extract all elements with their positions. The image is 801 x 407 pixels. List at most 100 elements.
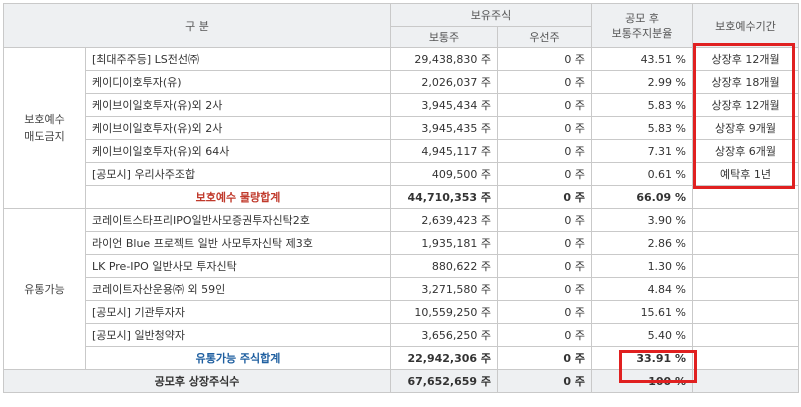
group-label-tradable: 유통가능 bbox=[3, 208, 86, 370]
row-name: 케이브이일호투자(유)외 2사 bbox=[85, 116, 391, 140]
table-row: 보호예수 매도금지 [최대주주등] LS전선㈜ 29,438,830 주 0 주 … bbox=[3, 47, 800, 209]
row-lockup-empty bbox=[692, 231, 800, 255]
row-ratio: 2.86 % bbox=[591, 231, 694, 255]
row-name: [공모시] 일반청약자 bbox=[85, 323, 391, 347]
subtotal-ratio: 66.09 % bbox=[591, 185, 694, 209]
row-name: 케이브이일호투자(유)외 2사 bbox=[85, 93, 391, 117]
table-row: 케이브이일호투자(유)외 64사 4,945,117 주 0 주 7.31 % … bbox=[4, 139, 800, 163]
row-ratio: 15.61 % bbox=[591, 300, 694, 324]
table-row: 코레이트자산운용㈜ 외 59인 3,271,580 주 0 주 4.84 % bbox=[4, 277, 800, 301]
row-lockup-empty bbox=[692, 277, 800, 301]
table-row: LK Pre-IPO 일반사모 투자신탁 880,622 주 0 주 1.30 … bbox=[4, 254, 800, 278]
subtotal-row-protected: 보호예수 물량합계 44,710,353 주 0 주 66.09 % bbox=[4, 185, 800, 209]
row-lockup: 예탁후 1년 bbox=[692, 162, 800, 186]
row-common: 3,656,250 주 bbox=[390, 323, 498, 347]
row-common: 10,559,250 주 bbox=[390, 300, 498, 324]
row-preferred: 0 주 bbox=[496, 208, 593, 232]
subtotal-preferred: 0 주 bbox=[496, 346, 593, 370]
row-ratio: 3.90 % bbox=[591, 208, 694, 232]
row-ratio: 0.61 % bbox=[591, 162, 694, 186]
row-name: 코레이트자산운용㈜ 외 59인 bbox=[85, 277, 391, 301]
subtotal-ratio: 33.91 % bbox=[591, 346, 694, 370]
row-common: 3,945,435 주 bbox=[390, 116, 498, 140]
row-ratio: 4.84 % bbox=[591, 277, 694, 301]
row-ratio: 7.31 % bbox=[591, 139, 694, 163]
row-ratio: 2.99 % bbox=[591, 70, 694, 94]
row-ratio: 5.83 % bbox=[591, 116, 694, 140]
group-label-protected: 보호예수 매도금지 bbox=[3, 47, 86, 209]
row-preferred: 0 주 bbox=[496, 300, 593, 324]
row-ratio: 5.40 % bbox=[591, 323, 694, 347]
total-lockup-empty bbox=[692, 369, 800, 393]
table-row: [공모시] 일반청약자 3,656,250 주 0 주 5.40 % bbox=[4, 323, 800, 347]
header-common: 보통주 bbox=[390, 26, 498, 48]
row-lockup-empty bbox=[692, 300, 800, 324]
subtotal-label: 보호예수 물량합계 bbox=[85, 185, 391, 209]
subtotal-row-tradable: 유통가능 주식합계 22,942,306 주 0 주 33.91 % bbox=[4, 346, 800, 370]
table-row: 케이브이일호투자(유)외 2사 3,945,434 주 0 주 5.83 % 상… bbox=[4, 93, 800, 117]
row-name: [공모시] 우리사주조합 bbox=[85, 162, 391, 186]
row-preferred: 0 주 bbox=[496, 323, 593, 347]
table-row: 케이디이호투자(유) 2,026,037 주 0 주 2.99 % 상장후 18… bbox=[4, 70, 800, 94]
row-lockup: 상장후 6개월 bbox=[692, 139, 800, 163]
row-ratio: 5.83 % bbox=[591, 93, 694, 117]
header-ratio-line1: 공모 후 bbox=[625, 11, 659, 25]
row-lockup-empty bbox=[692, 323, 800, 347]
row-common: 409,500 주 bbox=[390, 162, 498, 186]
row-lockup-empty bbox=[692, 254, 800, 278]
row-common: 2,026,037 주 bbox=[390, 70, 498, 94]
row-common: 4,945,117 주 bbox=[390, 139, 498, 163]
total-common: 67,652,659 주 bbox=[390, 369, 498, 393]
row-preferred: 0 주 bbox=[496, 47, 593, 71]
row-preferred: 0 주 bbox=[496, 93, 593, 117]
total-preferred: 0 주 bbox=[496, 369, 593, 393]
row-lockup: 상장후 12개월 bbox=[692, 47, 800, 71]
row-lockup-empty bbox=[692, 208, 800, 232]
header-ratio-line2: 보통주지분율 bbox=[611, 26, 673, 40]
subtotal-common: 44,710,353 주 bbox=[390, 185, 498, 209]
shareholding-lockup-table: 구 분 보유주식 공모 후 보통주지분율 보호예수기간 보통주 우선주 보호예수… bbox=[3, 3, 800, 393]
header-preferred: 우선주 bbox=[496, 26, 593, 48]
row-common: 1,935,181 주 bbox=[390, 231, 498, 255]
subtotal-label: 유통가능 주식합계 bbox=[85, 346, 391, 370]
total-ratio: 100 % bbox=[591, 369, 694, 393]
table-row: [공모시] 기관투자자 10,559,250 주 0 주 15.61 % bbox=[4, 300, 800, 324]
subtotal-lockup-empty bbox=[692, 346, 800, 370]
row-name: [공모시] 기관투자자 bbox=[85, 300, 391, 324]
row-ratio: 1.30 % bbox=[591, 254, 694, 278]
row-ratio: 43.51 % bbox=[591, 47, 694, 71]
header-category: 구 분 bbox=[3, 3, 391, 48]
row-preferred: 0 주 bbox=[496, 231, 593, 255]
table-row: 유통가능 코레이트스타프리IPO일반사모증권투자신탁2호 2,639,423 주… bbox=[3, 208, 800, 370]
row-preferred: 0 주 bbox=[496, 116, 593, 140]
subtotal-common: 22,942,306 주 bbox=[390, 346, 498, 370]
row-common: 3,271,580 주 bbox=[390, 277, 498, 301]
header-lockup: 보호예수기간 bbox=[692, 3, 800, 48]
header-holding: 보유주식 bbox=[389, 3, 593, 27]
row-common: 29,438,830 주 bbox=[390, 47, 498, 71]
row-preferred: 0 주 bbox=[496, 70, 593, 94]
table-row: 케이브이일호투자(유)외 2사 3,945,435 주 0 주 5.83 % 상… bbox=[4, 116, 800, 140]
table-row: 라이언 Blue 프로젝트 일반 사모투자신탁 제3호 1,935,181 주 … bbox=[4, 231, 800, 255]
subtotal-lockup-empty bbox=[692, 185, 800, 209]
subtotal-preferred: 0 주 bbox=[496, 185, 593, 209]
row-preferred: 0 주 bbox=[496, 254, 593, 278]
row-common: 2,639,423 주 bbox=[390, 208, 498, 232]
row-name: LK Pre-IPO 일반사모 투자신탁 bbox=[85, 254, 391, 278]
header-ratio: 공모 후 보통주지분율 bbox=[591, 3, 694, 48]
row-common: 3,945,434 주 bbox=[390, 93, 498, 117]
row-preferred: 0 주 bbox=[496, 277, 593, 301]
total-label: 공모후 상장주식수 bbox=[3, 369, 391, 393]
table-row: [공모시] 우리사주조합 409,500 주 0 주 0.61 % 예탁후 1년 bbox=[4, 162, 800, 186]
row-name: 케이브이일호투자(유)외 64사 bbox=[85, 139, 391, 163]
row-lockup: 상장후 12개월 bbox=[692, 93, 800, 117]
row-name: 코레이트스타프리IPO일반사모증권투자신탁2호 bbox=[85, 208, 391, 232]
row-name: 케이디이호투자(유) bbox=[85, 70, 391, 94]
row-lockup: 상장후 9개월 bbox=[692, 116, 800, 140]
row-lockup: 상장후 18개월 bbox=[692, 70, 800, 94]
row-preferred: 0 주 bbox=[496, 162, 593, 186]
row-common: 880,622 주 bbox=[390, 254, 498, 278]
row-name: [최대주주등] LS전선㈜ bbox=[85, 47, 391, 71]
row-preferred: 0 주 bbox=[496, 139, 593, 163]
